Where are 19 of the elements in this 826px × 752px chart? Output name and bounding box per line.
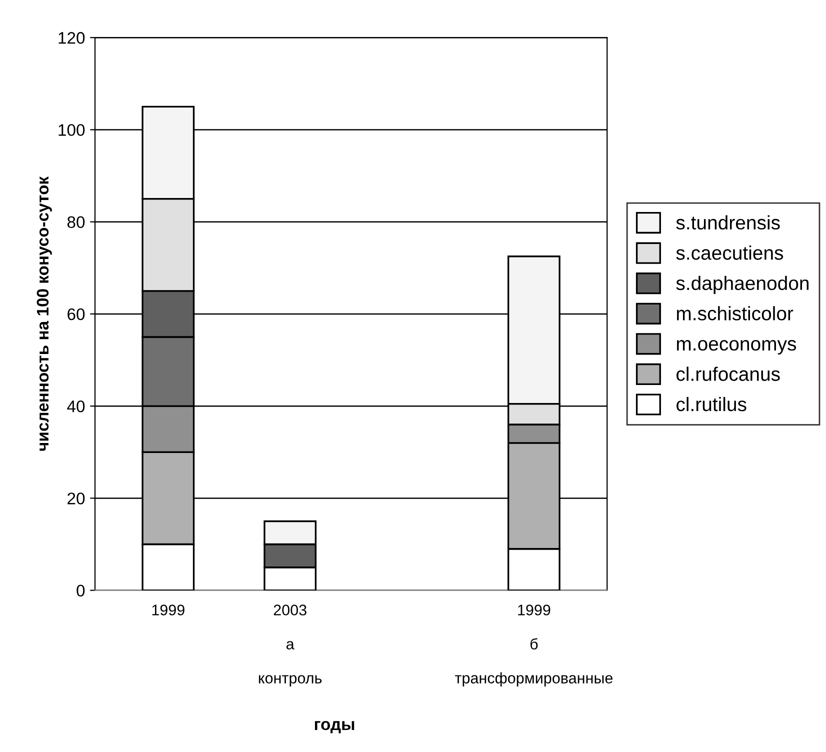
y-tick-label: 80 <box>67 216 85 228</box>
legend-label: s.daphaenodon <box>676 276 809 294</box>
legend-label: s.caecutiens <box>676 246 784 260</box>
legend-label: cl.rufocanus <box>676 366 780 381</box>
y-tick-label: 100 <box>58 124 85 136</box>
x-tick-label: 1999 <box>152 604 184 616</box>
y-tick-label: 60 <box>68 308 85 320</box>
text: годы <box>314 721 354 734</box>
category-label: 2003 а контроль <box>258 604 322 686</box>
y-tick-label: 120 <box>58 32 85 44</box>
category-label: 1999 б трансформированные <box>454 604 613 686</box>
y-tick-label: 0 <box>76 584 85 597</box>
y-axis-title: численность на 100 конусо-суток <box>36 176 52 451</box>
y-tick-label: 40 <box>67 400 85 412</box>
legend-label: s.tundrensis <box>676 215 780 230</box>
legend-label: m.schisticolor <box>676 306 794 320</box>
legend-label: m.oeconomys <box>676 340 796 355</box>
y-tick-label: 20 <box>68 492 85 504</box>
legend-label: cl.rutilus <box>676 396 746 412</box>
